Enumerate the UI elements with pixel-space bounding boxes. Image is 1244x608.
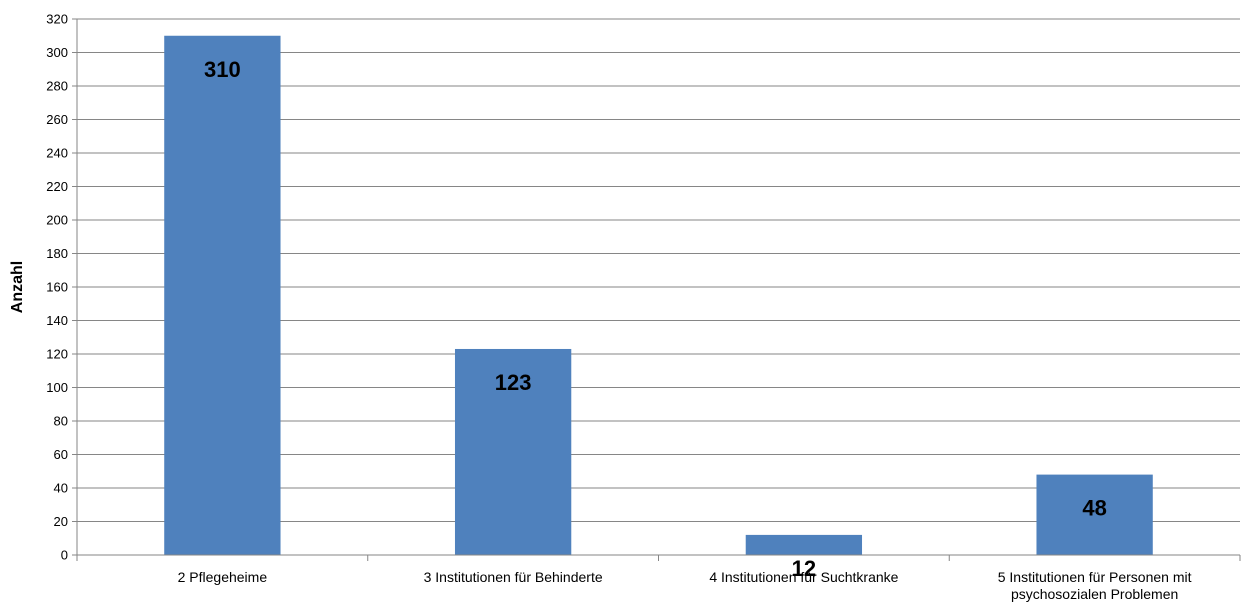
bars: 310 123 12 48 (164, 35, 1153, 581)
y-tick-label: 320 (46, 12, 68, 27)
bar-value-label: 310 (204, 57, 241, 82)
y-tick-label: 160 (46, 280, 68, 295)
y-axis-title: Anzahl (9, 261, 26, 313)
x-tick-label: psychosozialen Problemen (1011, 586, 1178, 602)
bar-value-label: 123 (495, 370, 532, 395)
bar (745, 534, 863, 555)
y-tick-label: 0 (61, 548, 68, 563)
y-tick-label: 40 (54, 481, 68, 496)
bar (164, 35, 281, 555)
y-tick-label: 100 (46, 380, 68, 395)
y-axis-ticks: 0 20 40 60 80 100 120 140 160 180 200 220 240 260 280 3… (46, 12, 77, 563)
x-tick-label: 5 Institutionen für Personen mit (998, 569, 1192, 585)
bar (1036, 474, 1153, 555)
y-tick-label: 120 (46, 347, 68, 362)
y-tick-label: 200 (46, 213, 68, 228)
y-tick-label: 20 (54, 514, 68, 529)
y-tick-label: 180 (46, 246, 68, 261)
x-tick-label: 4 Institutionen für Suchtkranke (709, 569, 898, 585)
x-axis-ticks: 2 Pflegeheime 3 Institutionen für Behinde… (76, 555, 1241, 602)
bar (454, 348, 572, 555)
y-tick-label: 240 (46, 146, 68, 161)
x-tick-label: 2 Pflegeheime (178, 569, 268, 585)
y-tick-label: 260 (46, 112, 68, 127)
y-tick-label: 80 (54, 414, 68, 429)
bar-value-label: 12 (792, 556, 816, 581)
y-tick-label: 60 (54, 447, 68, 462)
x-tick-label: 3 Institutionen für Behinderte (424, 569, 603, 585)
y-tick-label: 280 (46, 79, 68, 94)
y-tick-label: 220 (46, 179, 68, 194)
y-tick-label: 300 (46, 45, 68, 60)
y-tick-label: 140 (46, 313, 68, 328)
bar-value-label: 48 (1082, 496, 1106, 521)
